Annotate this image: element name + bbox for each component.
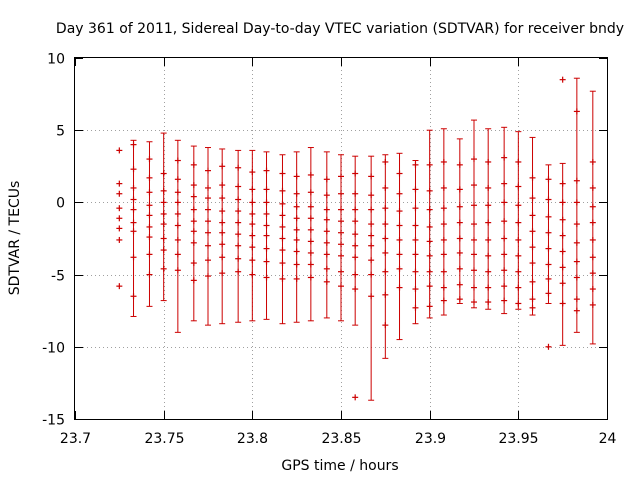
error-bar-group: [440, 128, 447, 316]
y-tick-label: -15: [42, 413, 65, 429]
y-tick-label: -5: [51, 269, 65, 285]
error-bar-group: [485, 128, 492, 310]
y-tick-label: 5: [56, 124, 65, 140]
error-bar-group: [293, 151, 300, 323]
error-bar-group: [412, 160, 419, 325]
error-bar-group: [545, 164, 552, 350]
error-bar-group: [263, 151, 270, 320]
error-bar-group: [352, 155, 359, 401]
error-bar-group: [146, 141, 153, 307]
error-bar-group: [426, 129, 433, 319]
error-bar-group: [323, 151, 330, 319]
error-bar-group: [235, 149, 242, 323]
error-bar-group: [515, 131, 522, 310]
error-bar-group: [471, 119, 477, 309]
error-bar-group: [130, 139, 137, 317]
error-bar-group: [160, 132, 167, 302]
error-bar-group: [116, 147, 123, 290]
x-tick-label: 23.7: [60, 431, 91, 447]
x-tick-label: 23.95: [498, 431, 538, 447]
x-axis-label: GPS time / hours: [281, 458, 398, 474]
x-tick-label: 23.8: [237, 431, 268, 447]
error-bar-group: [382, 154, 389, 359]
error-bar-group: [205, 147, 211, 326]
y-tick-label: -10: [42, 341, 65, 357]
chart-title: Day 361 of 2011, Sidereal Day-to-day VTE…: [56, 21, 624, 37]
error-bar-group: [559, 76, 566, 346]
y-tick-label: 10: [47, 52, 65, 68]
error-bar-group: [190, 145, 197, 322]
plot-frame: [74, 57, 608, 420]
error-bar-group: [573, 77, 580, 333]
error-bar-group: [589, 90, 596, 345]
error-bar-group: [338, 154, 344, 322]
x-tick-label: 23.9: [415, 431, 446, 447]
x-tick-label: 24: [599, 431, 617, 447]
error-bar-group: [456, 138, 463, 304]
error-bar-series: [116, 76, 596, 401]
error-bar-group: [307, 147, 314, 322]
x-tick-label: 23.75: [144, 431, 184, 447]
error-bar-group: [174, 139, 181, 333]
error-bar-group: [368, 155, 375, 401]
y-tick-label: 0: [56, 196, 65, 212]
y-axis-label: SDTVAR / TECUs: [7, 181, 23, 296]
error-bar-group: [249, 149, 256, 322]
error-bar-group: [396, 152, 403, 341]
x-tick-label: 23.85: [321, 431, 361, 447]
error-bar-group: [279, 154, 286, 325]
error-bar-group: [501, 126, 508, 315]
axis-ticks: -15 -10 -5 0 5 10 23.7 23.75 23.8 23.85 23.9 23.95 2…: [42, 52, 616, 448]
error-bar-group: [219, 148, 226, 325]
error-bar-group: [529, 136, 536, 316]
